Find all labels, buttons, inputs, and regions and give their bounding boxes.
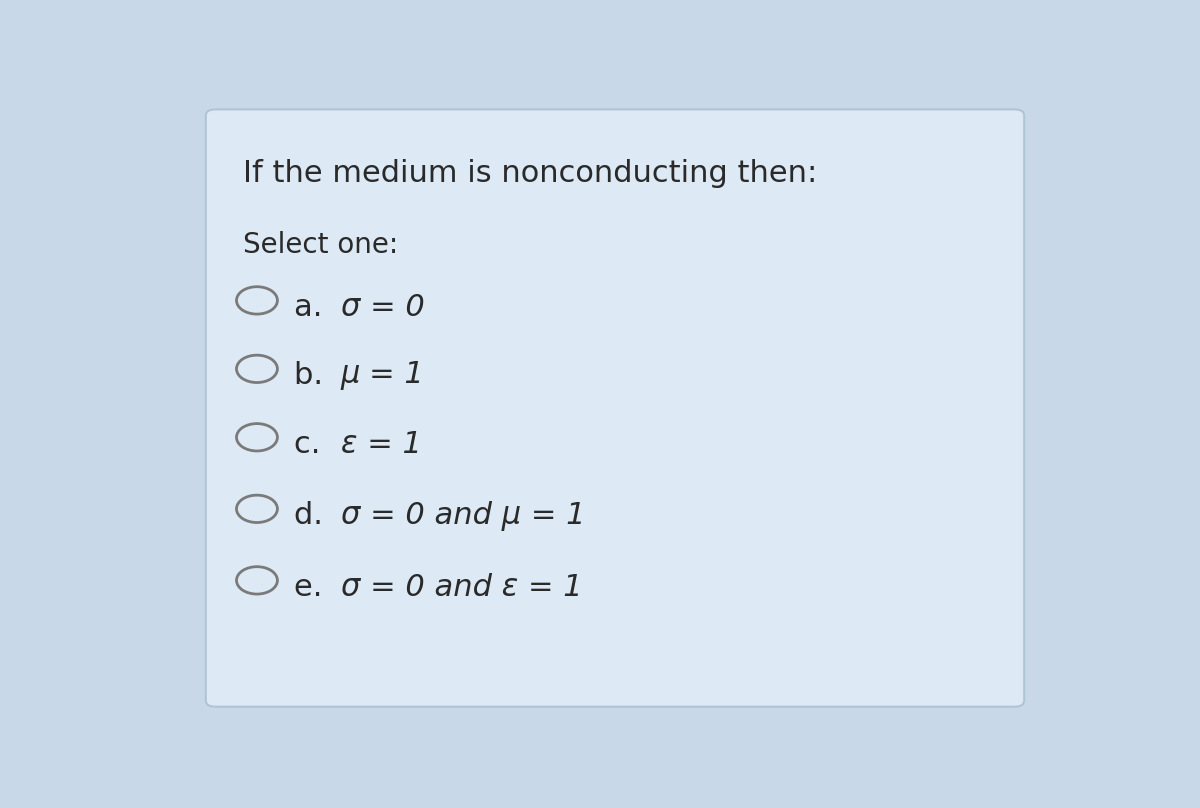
Text: μ = 1: μ = 1 (341, 361, 425, 390)
Text: b.: b. (294, 361, 332, 390)
Text: d.: d. (294, 501, 332, 530)
Text: e.: e. (294, 573, 332, 602)
Text: a.: a. (294, 293, 332, 322)
Text: σ = 0 and ε = 1: σ = 0 and ε = 1 (341, 573, 582, 602)
Text: σ = 0 and μ = 1: σ = 0 and μ = 1 (341, 501, 586, 532)
Text: c.: c. (294, 430, 330, 459)
Text: σ = 0: σ = 0 (341, 293, 425, 322)
Text: If the medium is nonconducting then:: If the medium is nonconducting then: (242, 159, 817, 188)
Text: Select one:: Select one: (242, 231, 398, 259)
Text: ε = 1: ε = 1 (341, 430, 421, 459)
FancyBboxPatch shape (206, 109, 1025, 707)
